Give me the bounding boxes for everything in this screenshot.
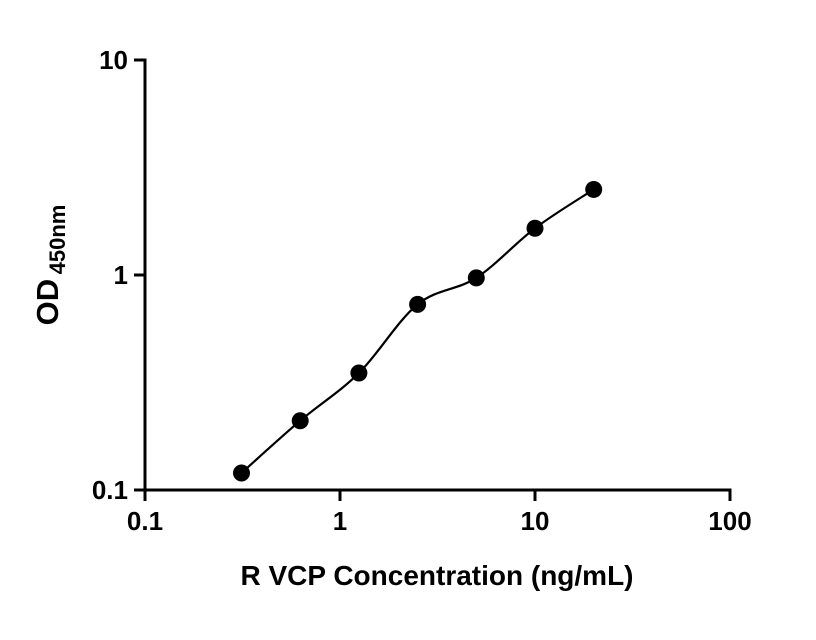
y-tick-label: 10 xyxy=(99,45,128,75)
plot-area: 0.1 1 10 100 0.1 1 10 xyxy=(92,45,752,536)
data-point xyxy=(467,269,485,287)
axis-lines xyxy=(143,58,732,492)
y-axis-title: OD 450nm xyxy=(30,205,70,326)
data-point xyxy=(232,464,250,482)
x-tick-label: 10 xyxy=(521,506,550,536)
y-tick-label: 1 xyxy=(114,260,128,290)
data-point xyxy=(409,295,427,313)
x-axis-title: R VCP Concentration (ng/mL) xyxy=(240,560,633,591)
x-tick-label: 100 xyxy=(708,506,751,536)
data-point xyxy=(585,180,603,198)
y-tick-label: 0.1 xyxy=(92,475,128,505)
data-point xyxy=(291,412,309,430)
y-axis-title-base: OD xyxy=(30,279,65,326)
x-tick-label: 0.1 xyxy=(127,506,163,536)
data-point xyxy=(526,219,544,237)
x-tick-label: 1 xyxy=(333,506,347,536)
y-axis-title-subscript: 450nm xyxy=(45,205,70,275)
data-point xyxy=(350,364,368,382)
